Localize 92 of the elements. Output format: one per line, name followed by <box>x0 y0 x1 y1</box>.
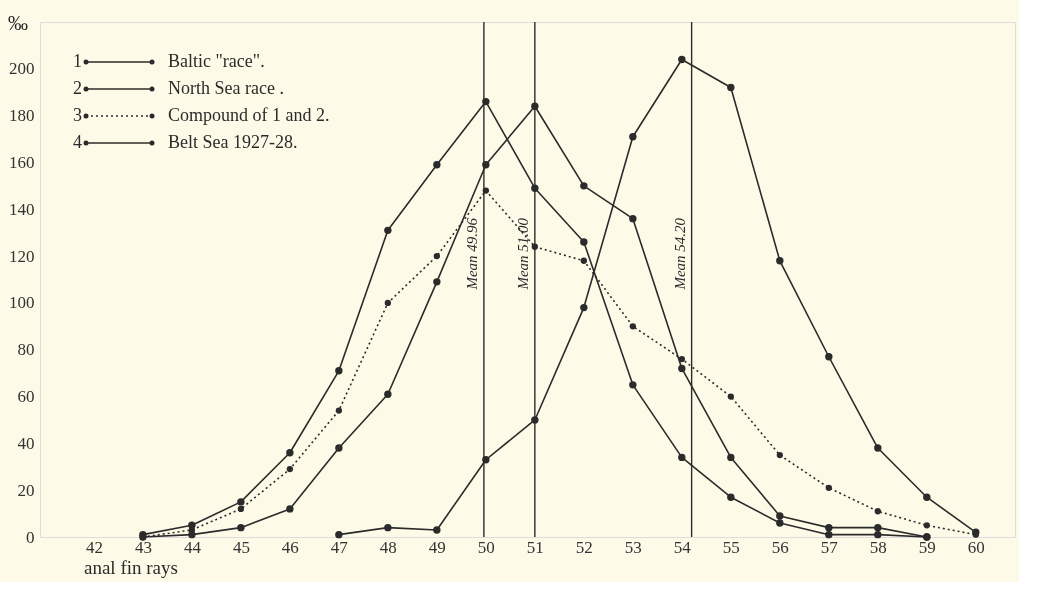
point <box>727 83 735 92</box>
point <box>923 493 931 501</box>
point <box>188 530 196 539</box>
x-tick-label: 58 <box>869 537 887 557</box>
y-tick-label: 200 <box>9 59 35 79</box>
y-axis-title: ‰ <box>8 12 28 34</box>
point <box>727 393 734 400</box>
y-tick-label: 140 <box>9 199 35 219</box>
ref-line-label: Mean 49.96 <box>463 217 480 291</box>
point <box>580 257 588 264</box>
point <box>335 367 343 375</box>
point <box>727 493 735 501</box>
point <box>874 508 881 515</box>
annotation: 2 <box>73 78 82 98</box>
ref-line-label: Mean 54.20 <box>671 217 688 291</box>
point <box>335 530 343 539</box>
x-tick-label: 51 <box>526 537 544 557</box>
x-axis-title: anal fin rays <box>84 557 178 578</box>
x-tick-label: 55 <box>722 537 740 557</box>
y-tick-label: 120 <box>9 246 35 266</box>
point <box>433 526 441 534</box>
y-tick-label: 160 <box>9 152 35 172</box>
x-tick-label: 54 <box>673 537 692 557</box>
point <box>286 465 294 473</box>
point <box>874 444 882 452</box>
point <box>825 530 833 539</box>
annotation: 4 <box>73 132 82 152</box>
point <box>923 522 930 529</box>
x-tick-label: 50 <box>477 537 495 557</box>
point <box>237 498 245 506</box>
point <box>286 505 294 513</box>
point <box>678 364 686 373</box>
y-tick-label: 40 <box>17 433 35 453</box>
point <box>384 523 392 532</box>
point <box>384 299 392 307</box>
legend-label: Compound of 1 and 2. <box>168 105 330 125</box>
x-tick-label: 46 <box>281 537 299 557</box>
point <box>433 278 441 286</box>
point <box>776 451 783 459</box>
x-tick-label: 60 <box>967 537 985 557</box>
point <box>629 133 637 141</box>
x-tick-label: 43 <box>134 537 152 557</box>
legend-label: North Sea race . <box>168 78 284 98</box>
x-tick-label: 57 <box>820 537 839 557</box>
x-tick-label: 45 <box>232 537 250 557</box>
point <box>237 523 245 532</box>
y-tick-label: 60 <box>17 387 35 407</box>
point <box>629 323 636 330</box>
annotation: 1 <box>73 51 82 71</box>
point <box>580 182 588 190</box>
point <box>776 519 784 527</box>
x-tick-label: 53 <box>624 537 642 557</box>
point <box>727 453 735 462</box>
x-tick-label: 47 <box>330 537 349 557</box>
x-tick-label: 56 <box>771 537 789 557</box>
point <box>825 523 833 532</box>
x-tick-label: 44 <box>183 537 202 557</box>
y-tick-label: 20 <box>17 480 35 500</box>
point <box>629 214 637 223</box>
point <box>678 453 686 462</box>
point <box>384 390 392 398</box>
y-tick-label: 0 <box>26 527 35 547</box>
point <box>825 484 832 491</box>
point <box>629 381 637 389</box>
annotation: 3 <box>73 105 82 125</box>
point <box>874 530 882 539</box>
point <box>384 226 392 235</box>
x-tick-label: 49 <box>428 537 446 557</box>
point <box>286 449 294 457</box>
ref-line-label: Mean 51.00 <box>514 217 531 291</box>
y-tick-label: 80 <box>17 340 35 360</box>
point <box>678 355 685 363</box>
x-tick-label: 59 <box>918 537 936 557</box>
point <box>580 303 588 312</box>
x-tick-label: 48 <box>379 537 397 557</box>
legend-label: Baltic "race". <box>168 51 265 71</box>
point <box>335 407 343 414</box>
x-tick-label: 42 <box>85 537 103 557</box>
y-tick-label: 100 <box>9 293 35 313</box>
point <box>776 512 784 520</box>
point <box>433 252 441 260</box>
point <box>678 55 686 64</box>
legend-label: Belt Sea 1927-28. <box>168 132 298 152</box>
x-tick-label: 52 <box>575 537 593 557</box>
point <box>580 238 588 246</box>
point <box>776 257 784 265</box>
point <box>237 505 245 513</box>
point <box>825 353 833 361</box>
point <box>874 523 882 532</box>
y-tick-label: 180 <box>9 106 35 126</box>
point <box>335 444 343 452</box>
point <box>433 161 441 169</box>
